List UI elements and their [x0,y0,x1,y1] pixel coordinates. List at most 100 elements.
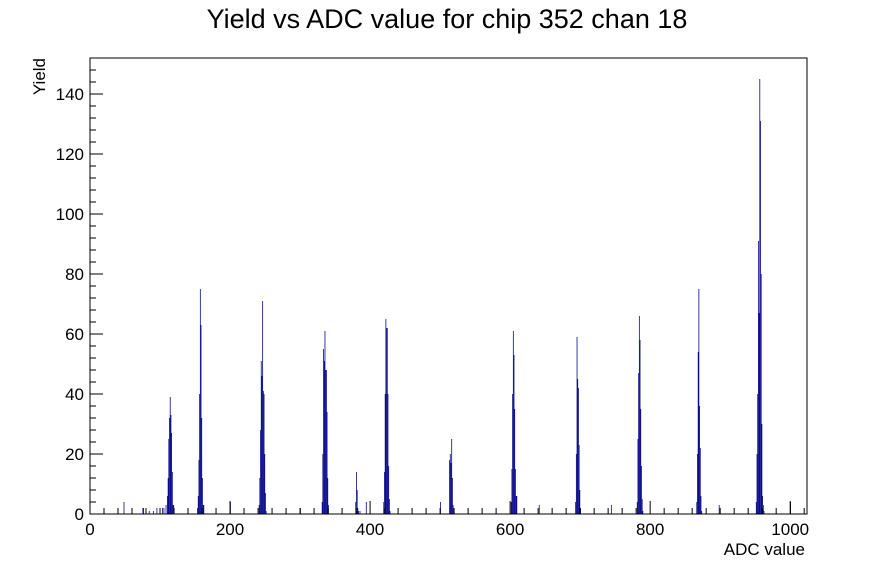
histogram-bar [322,454,324,514]
histogram-bar [449,460,450,514]
histogram-bar [357,508,359,514]
x-tick-label: 0 [85,520,94,539]
histogram-bar [515,496,517,514]
histogram-bar [761,424,763,514]
histogram-bar [638,373,640,514]
histogram-bar [510,502,512,514]
histogram-bar [452,505,454,514]
histogram-bar [760,121,761,514]
histogram-bar [697,454,698,514]
histogram-bar [759,79,761,514]
histogram-bar [148,511,150,514]
histogram-bar [265,493,266,514]
histogram-bar [641,499,643,514]
histogram-bar [264,454,266,514]
histogram-bar [697,352,699,514]
histogram-bar [163,508,165,514]
histogram-bar [365,502,367,514]
histogram-bar [265,511,267,514]
y-tick-label: 20 [65,445,84,464]
histogram-bar [636,502,638,514]
histogram-bar [642,511,644,514]
histogram-bar [170,415,172,514]
histogram-bar [699,406,700,514]
histogram-bar [263,394,265,514]
histogram-bar [575,454,577,514]
histogram-bar [326,412,328,514]
histogram-bar [123,502,125,514]
histogram-bar [514,409,516,514]
histogram-bar [763,511,765,514]
histogram-bar [200,325,202,514]
axis-ticks: 0 200 400 600 800 1000 0 20 40 60 80 100 120 140 [56,69,809,539]
histogram-bar [325,370,327,514]
histogram-bar [578,445,580,514]
histogram-bar [199,289,201,514]
histogram-bar [577,379,579,514]
histogram-bar [356,490,358,514]
histogram-bar [758,313,760,514]
x-tick-label: 1000 [771,520,809,539]
histogram-bar [515,469,516,514]
histogram-bar [169,397,171,514]
histogram-bar [358,511,359,514]
histogram-bar [610,505,612,514]
histogram-bar [324,331,326,514]
histogram-bar [168,439,170,514]
histogram-bar [641,466,642,514]
histogram-bar [262,301,264,514]
histogram-bar [389,511,391,514]
x-axis-label: ADC value [724,540,805,559]
histogram-bar [258,505,260,514]
histogram-bar [167,496,168,514]
histogram-bar [259,478,261,514]
histogram-bar [388,466,390,514]
histogram-bar [575,502,577,514]
histogram-bar [576,337,578,514]
histogram-bar [579,490,581,514]
histogram-bar [757,241,759,514]
histogram-bar [451,439,453,514]
y-tick-label: 60 [65,325,84,344]
histogram-bar [142,508,144,514]
y-tick-label: 40 [65,385,84,404]
histogram-bar [171,472,173,514]
histogram-bar [323,361,325,514]
histogram-bar [162,508,163,514]
histogram-bar [512,331,514,514]
histogram-bar [359,511,361,514]
histogram-bar [203,505,205,514]
histogram-bar [385,319,387,514]
histogram-bar [512,394,514,514]
histogram-bar [327,478,329,514]
histogram-bar [156,508,158,514]
histogram-bar [197,508,198,514]
histogram-bar [169,418,170,514]
histogram-bar [701,511,703,514]
histogram-bar [260,430,261,514]
histogram-bar [700,496,702,514]
histogram-bar [172,505,174,514]
histogram-bar [171,433,173,514]
histogram-bar [511,469,513,514]
histogram-bar [698,289,700,514]
y-tick-label: 140 [56,85,84,104]
histogram-bar [321,502,323,514]
histogram-bar [637,439,639,514]
histogram-bar [386,328,388,514]
histogram-bar [202,478,203,514]
y-tick-label: 80 [65,265,84,284]
x-tick-label: 400 [356,520,384,539]
histogram-bar [450,463,452,514]
histogram-bar [325,370,327,514]
histogram-bar [386,328,387,514]
histogram-bar [696,502,698,514]
histogram-bar [516,496,518,514]
histogram-bar [143,508,145,514]
x-tick-label: 200 [216,520,244,539]
histogram-bar [388,499,390,514]
histogram-bar [452,478,453,514]
histogram-bar [639,340,641,514]
histogram-bar [513,355,515,514]
